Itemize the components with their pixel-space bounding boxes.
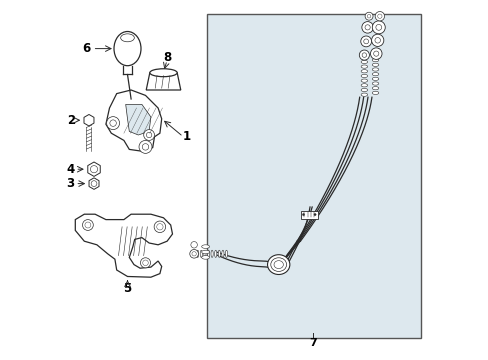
Circle shape [365, 12, 372, 20]
Ellipse shape [371, 77, 378, 81]
Circle shape [192, 252, 196, 256]
Circle shape [377, 14, 381, 18]
Circle shape [371, 34, 383, 46]
Ellipse shape [361, 93, 367, 96]
Circle shape [313, 213, 316, 216]
Circle shape [375, 24, 381, 30]
FancyBboxPatch shape [300, 211, 317, 219]
Ellipse shape [114, 31, 141, 66]
Circle shape [362, 53, 366, 57]
Ellipse shape [201, 245, 209, 248]
Circle shape [363, 39, 368, 44]
Ellipse shape [222, 250, 224, 257]
Ellipse shape [371, 86, 378, 90]
Ellipse shape [203, 250, 205, 257]
Ellipse shape [214, 250, 216, 257]
Ellipse shape [361, 79, 367, 82]
Ellipse shape [267, 255, 289, 274]
Ellipse shape [200, 250, 202, 257]
Ellipse shape [361, 88, 367, 91]
Text: 3: 3 [66, 177, 74, 190]
Circle shape [90, 166, 98, 173]
Circle shape [140, 258, 150, 268]
Ellipse shape [371, 82, 378, 85]
Polygon shape [146, 73, 181, 90]
Circle shape [142, 260, 148, 266]
Circle shape [360, 36, 371, 47]
Text: 8: 8 [163, 51, 171, 64]
Circle shape [154, 221, 165, 233]
Ellipse shape [361, 70, 367, 73]
Circle shape [374, 12, 384, 21]
Circle shape [302, 213, 304, 216]
Polygon shape [106, 90, 162, 151]
Polygon shape [75, 214, 172, 277]
Ellipse shape [201, 256, 209, 259]
Circle shape [374, 37, 380, 43]
Circle shape [359, 50, 368, 60]
Ellipse shape [121, 34, 134, 42]
Circle shape [361, 22, 373, 33]
Circle shape [146, 132, 151, 138]
Polygon shape [84, 114, 94, 126]
Circle shape [371, 21, 385, 34]
Text: 4: 4 [66, 163, 74, 176]
Ellipse shape [371, 68, 378, 71]
Circle shape [91, 181, 97, 186]
Polygon shape [125, 104, 151, 135]
Ellipse shape [371, 63, 378, 66]
Circle shape [139, 140, 152, 153]
Text: 5: 5 [123, 282, 131, 294]
Bar [206, 14, 420, 338]
Ellipse shape [207, 250, 209, 257]
Circle shape [190, 242, 197, 248]
Polygon shape [88, 162, 100, 176]
Ellipse shape [211, 250, 213, 257]
Ellipse shape [218, 250, 220, 257]
Ellipse shape [361, 75, 367, 78]
Ellipse shape [225, 250, 227, 257]
Circle shape [106, 117, 120, 130]
Circle shape [370, 48, 381, 59]
Ellipse shape [371, 91, 378, 94]
Ellipse shape [149, 69, 177, 77]
Ellipse shape [201, 250, 209, 254]
Circle shape [364, 25, 369, 30]
Ellipse shape [273, 261, 283, 269]
Circle shape [373, 51, 378, 56]
Text: 1: 1 [183, 130, 191, 143]
Ellipse shape [361, 60, 367, 63]
Text: 2: 2 [67, 114, 75, 127]
Polygon shape [89, 178, 99, 189]
Ellipse shape [196, 250, 199, 257]
Ellipse shape [371, 58, 378, 62]
Ellipse shape [361, 84, 367, 87]
Circle shape [143, 130, 154, 140]
Ellipse shape [270, 258, 286, 271]
Text: 7: 7 [308, 338, 316, 348]
Circle shape [157, 224, 163, 230]
Ellipse shape [371, 73, 378, 76]
Circle shape [110, 120, 116, 126]
Ellipse shape [361, 65, 367, 68]
Circle shape [366, 14, 370, 18]
Circle shape [142, 144, 148, 150]
Circle shape [189, 249, 198, 258]
Circle shape [85, 222, 91, 228]
Circle shape [82, 220, 93, 230]
Text: 6: 6 [82, 42, 91, 55]
